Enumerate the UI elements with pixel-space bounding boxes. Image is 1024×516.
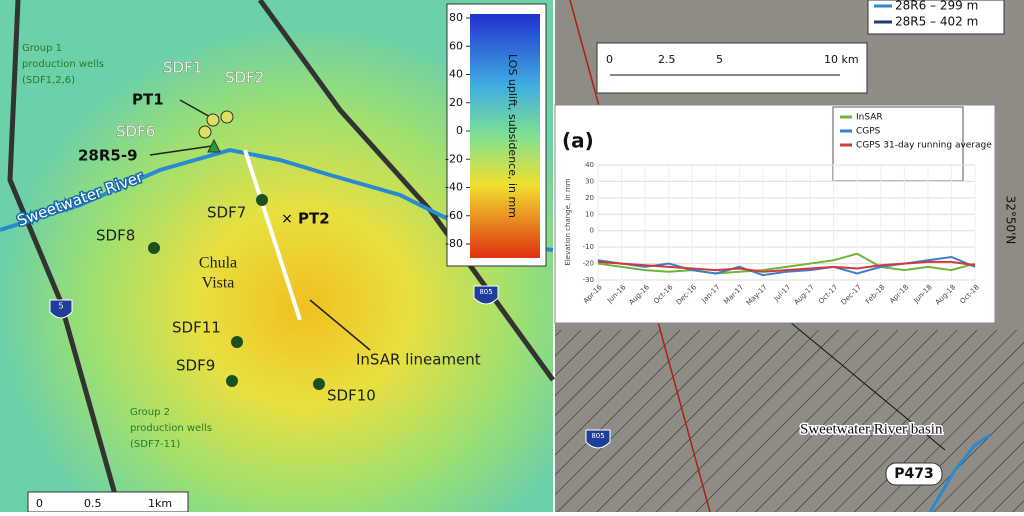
lineament-label: InSAR lineament xyxy=(356,351,481,369)
well-label: SDF2 xyxy=(225,69,264,87)
shield-label: 805 xyxy=(591,432,604,440)
colorbar-label: LOS uplift, subsidence, in mm xyxy=(506,54,519,218)
group1-label: Group 1 xyxy=(22,43,62,54)
series-line xyxy=(597,260,976,273)
y-tick-label: 30 xyxy=(585,177,594,185)
road xyxy=(7,0,123,513)
scale-label: 0 xyxy=(606,53,613,66)
y-tick-label: 20 xyxy=(585,194,594,202)
group2-label: production wells xyxy=(130,423,212,434)
legend-text: CGPS 31-day running average xyxy=(856,141,992,151)
well-label: SDF7 xyxy=(207,204,246,222)
well xyxy=(226,375,238,387)
city-label: Vista xyxy=(202,275,235,292)
well xyxy=(148,242,160,254)
scale-label: 0 xyxy=(36,497,43,510)
shield xyxy=(473,285,499,305)
colorbar-tick-label: -40 xyxy=(445,181,463,194)
scale-label: 5 xyxy=(716,53,723,66)
well xyxy=(198,125,212,139)
lineament-line xyxy=(243,149,302,321)
scale-label: 10 km xyxy=(824,53,859,66)
well-label: SDF9 xyxy=(176,357,215,375)
city-label: Chula xyxy=(199,255,237,272)
colorbar-tick-label: 80 xyxy=(449,11,463,24)
well-label: SDF10 xyxy=(327,387,376,405)
shield-label: 805 xyxy=(479,288,492,296)
y-tick-label: 10 xyxy=(585,210,594,218)
series-line xyxy=(597,252,976,275)
basin-label: Sweetwater River basin xyxy=(800,421,943,437)
y-tick-label: 0 xyxy=(590,227,594,235)
chart-legend xyxy=(832,106,964,182)
colorbar-tick-label: 40 xyxy=(449,68,463,81)
group1-label: production wells xyxy=(22,59,104,70)
latitude-label: 32°50'N xyxy=(1004,196,1018,245)
colorbar xyxy=(470,14,540,258)
well-label: SDF1 xyxy=(163,59,202,77)
legend-text: InSAR xyxy=(856,113,883,123)
y-tick-label: -10 xyxy=(583,243,594,251)
gps-label: 28R5-9 xyxy=(78,147,138,165)
y-tick-label: 40 xyxy=(585,161,594,169)
leader xyxy=(789,321,946,451)
colorbar-tick-label: -60 xyxy=(445,209,463,222)
colorbar-tick-label: 0 xyxy=(456,124,463,137)
scale-label: 2.5 xyxy=(658,53,676,66)
colorbar-tick-label: -20 xyxy=(445,152,463,165)
scale-label: 0.5 xyxy=(84,497,102,510)
river xyxy=(928,433,991,513)
well xyxy=(220,110,234,124)
leader xyxy=(149,145,213,156)
well xyxy=(256,194,268,206)
legend-text: 28R5 – 402 m xyxy=(895,15,978,29)
y-tick-label: -20 xyxy=(583,260,594,268)
well xyxy=(231,336,243,348)
well xyxy=(206,113,220,127)
station-box xyxy=(885,462,943,486)
colorbar-tick-label: 60 xyxy=(449,39,463,52)
legend-text: 28R6 – 299 m xyxy=(895,0,978,13)
gps-station xyxy=(207,138,221,153)
colorbar-tick-label: -80 xyxy=(445,237,463,250)
basin-area xyxy=(555,330,1024,512)
pt2-label: PT2 xyxy=(298,210,330,228)
shield xyxy=(585,429,611,449)
leader xyxy=(179,99,213,119)
leader xyxy=(309,299,371,351)
well xyxy=(313,378,325,390)
legend-text: CGPS xyxy=(856,127,881,137)
well-label: SDF6 xyxy=(116,123,155,141)
group2-label: Group 2 xyxy=(130,407,170,418)
scale-label: 1km xyxy=(148,497,172,510)
colorbar-tick-label: 20 xyxy=(449,96,463,109)
station-label: P473 xyxy=(894,466,933,482)
panel-label: (a) xyxy=(562,129,594,153)
well-label: SDF8 xyxy=(96,227,135,245)
group2-label: (SDF7-11) xyxy=(130,439,180,450)
y-axis-label: Elevation change, in mm xyxy=(564,178,572,265)
scale-bar xyxy=(596,42,868,94)
group1-label: (SDF1,2,6) xyxy=(22,75,75,86)
shield-label: 5 xyxy=(58,302,63,311)
shield xyxy=(49,299,73,319)
pt2-marker: × xyxy=(281,211,293,227)
y-tick-label: -30 xyxy=(583,276,594,284)
pt1-label: PT1 xyxy=(132,91,164,109)
well-label: SDF11 xyxy=(172,319,221,337)
